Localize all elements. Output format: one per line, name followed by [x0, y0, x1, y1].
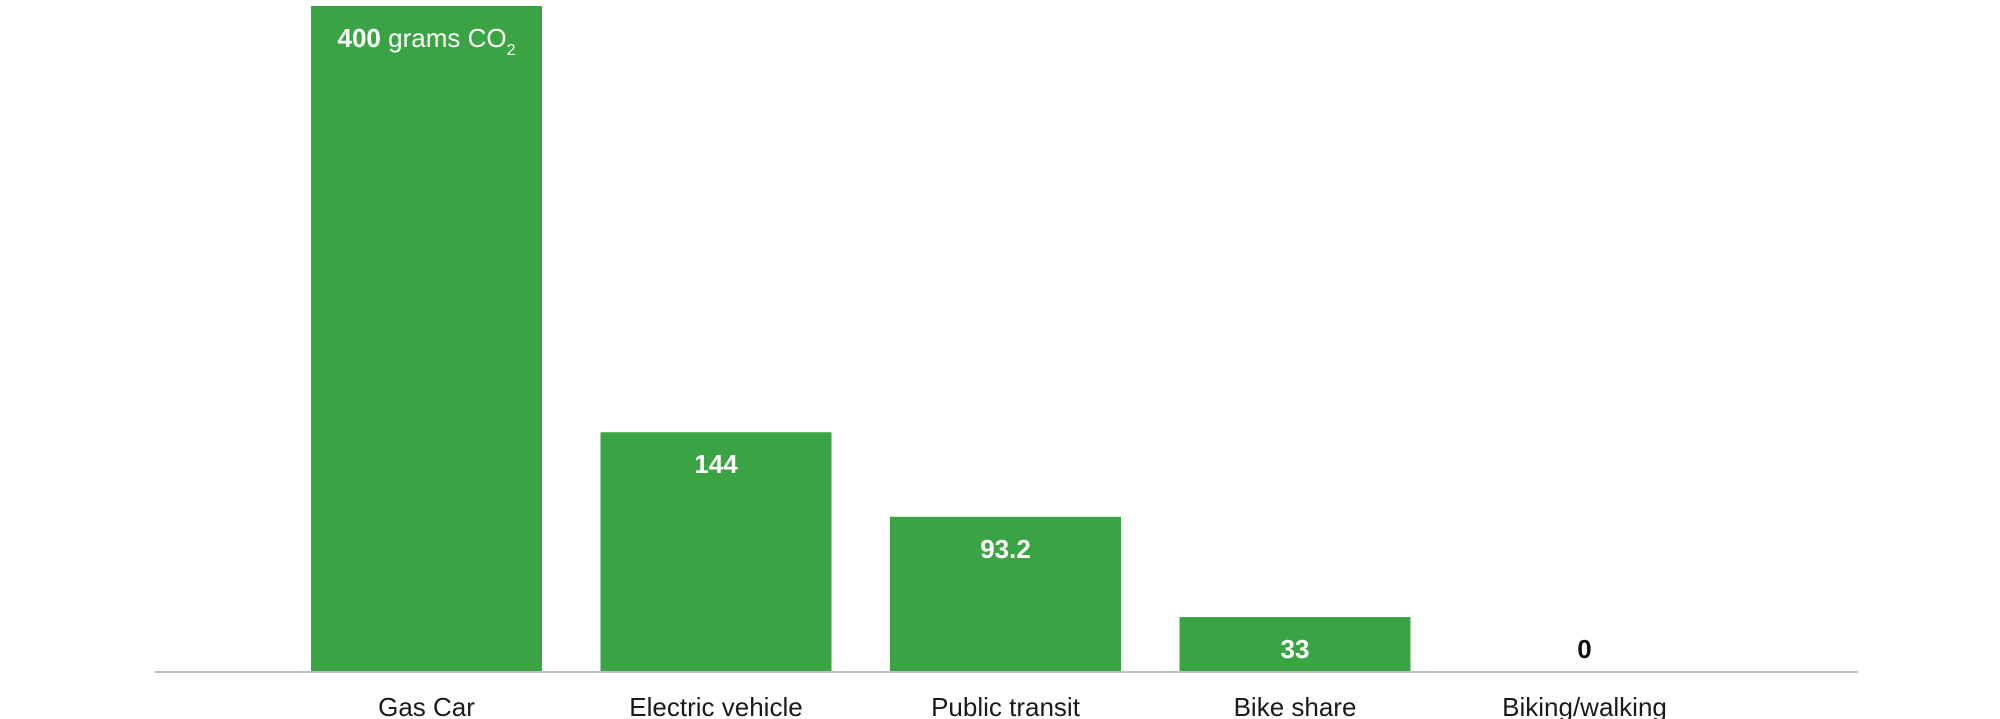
value-label-biking-walking: 0: [1577, 634, 1591, 664]
value-unit-subscript: 2: [507, 42, 516, 59]
category-label-electric-vehicle: Electric vehicle: [629, 692, 802, 719]
bar-bike-share: [1179, 617, 1411, 672]
value-label-bike-share: 33: [1281, 634, 1310, 664]
bar-gas-car: [311, 6, 542, 672]
bars-group: [311, 6, 1411, 672]
value-label-public-transit: 93.2: [980, 534, 1031, 564]
category-labels-group: Gas Car Electric vehicle Public transit Bik…: [378, 692, 1667, 719]
category-label-public-transit: Public transit: [931, 692, 1081, 719]
bar-electric-vehicle: [600, 432, 832, 672]
category-label-biking-walking: Biking/walking: [1502, 692, 1667, 719]
value-unit-label: grams CO: [381, 23, 507, 53]
category-label-bike-share: Bike share: [1234, 692, 1357, 719]
value-labels-group: 400 grams CO2 144 93.2 33 0: [338, 23, 1592, 664]
value-label-gas-car: 400 grams CO2: [338, 23, 516, 59]
value-label-electric-vehicle: 144: [694, 449, 738, 479]
bar-public-transit: [890, 516, 1121, 672]
category-label-gas-car: Gas Car: [378, 692, 475, 719]
